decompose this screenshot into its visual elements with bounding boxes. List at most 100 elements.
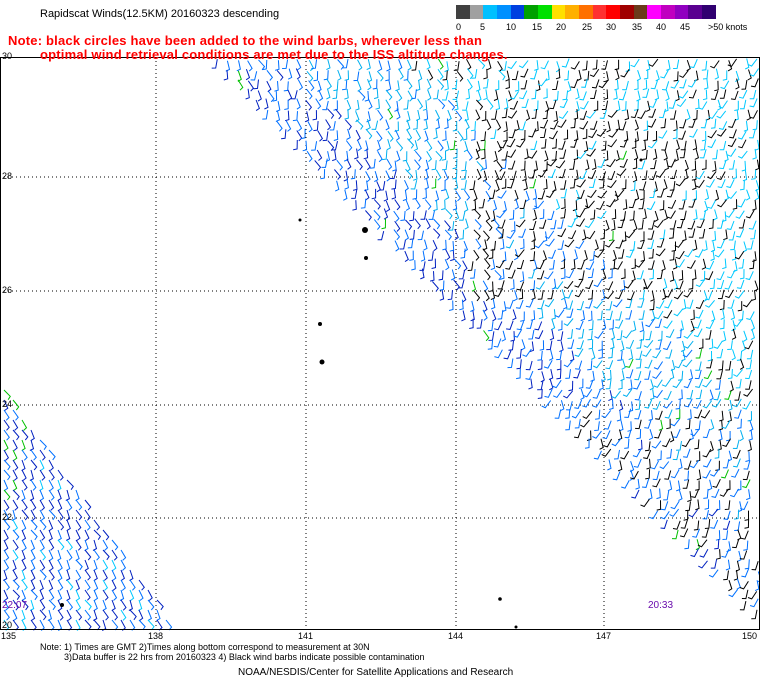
wind-barb [12,559,17,572]
wind-barb [724,150,729,162]
wind-barb [641,170,648,181]
wind-barb [636,338,643,349]
wind-barb [21,469,27,481]
wind-barb [670,418,681,427]
wind-barb [295,68,301,80]
wind-barb [528,378,533,390]
wind-barb [482,239,488,251]
wind-barb [444,229,452,241]
wind-barb [534,240,545,249]
wind-barb [670,80,680,89]
wind-barb [385,70,390,82]
wind-barb [565,420,571,431]
wind-barb [535,281,546,290]
wind-barb [645,469,651,480]
wind-barb [442,239,447,251]
wind-barb [692,139,698,151]
wind-barb [557,219,564,229]
wind-barb [690,320,695,332]
wind-barb [621,101,627,112]
wind-barb [447,100,456,111]
wind-barb [738,139,747,149]
wind-barb [383,190,389,202]
wind-barb [669,250,675,261]
wind-barb [84,549,92,561]
wind-barb [478,198,485,209]
wind-barb [433,228,441,239]
wind-barb [667,480,673,492]
wind-barb [646,201,656,211]
wind-barb [749,259,755,270]
wind-barb [39,619,45,631]
wind-barb [411,260,416,271]
wind-barb [156,619,163,631]
wind-barb [379,180,386,191]
wind-barb [129,589,135,601]
wind-barb [621,231,627,243]
wind-barb [669,228,675,239]
wind-barb [476,168,482,181]
wind-barb [578,270,585,280]
wind-barb [563,298,568,310]
wind-barb [276,70,284,81]
wind-barb [688,228,696,238]
wind-barb [698,228,706,239]
wind-barb [352,180,358,191]
wind-barb [746,349,754,360]
wind-barb [738,89,748,99]
wind-barb [567,218,576,228]
wind-barb [501,330,506,342]
wind-barb [624,280,634,289]
wind-barb [386,80,392,92]
wind-barb [694,248,704,258]
wind-barb [237,79,244,91]
wind-barb [21,609,26,622]
wind-barb [314,160,322,171]
wind-barb [682,479,690,489]
wind-barb [529,251,536,262]
wind-barb [669,368,675,380]
wind-barb [21,509,29,521]
wind-barb [662,278,668,290]
wind-barb [558,140,566,150]
wind-barb [649,269,654,280]
wind-barb [499,238,505,250]
wind-barb [619,121,627,131]
wind-barb [645,60,651,72]
wind-barb [534,200,545,209]
wind-barb [323,70,329,81]
wind-barb [714,539,720,550]
wind-barb [537,290,544,300]
wind-barb [396,90,403,102]
wind-barb [591,348,596,360]
wind-barb [587,360,593,371]
wind-barb [727,411,732,423]
footnote-line-1: Note: 1) Times are GMT 2)Times along bot… [40,642,370,652]
wind-barb [560,188,567,199]
wind-barb [498,228,504,239]
wind-barb [498,69,506,81]
wind-barb [734,509,740,520]
wind-barb [120,599,127,611]
wind-barb [541,400,552,409]
wind-barb [514,249,525,258]
wind-barb [553,90,559,101]
colorbar-segment [661,5,675,19]
wind-barb [647,118,657,128]
colorbar-segment [674,5,689,19]
wind-barb [75,519,82,531]
wind-barb [272,91,278,102]
wind-barb [326,58,331,71]
wind-barb [660,118,667,129]
wind-barb [673,71,679,82]
wind-barb [29,489,35,501]
wind-barb [342,80,348,91]
wind-barb [631,270,636,282]
wind-barb [398,68,404,80]
wind-barb [442,70,448,81]
wind-barb [695,361,702,371]
wind-barb [631,258,636,270]
colorbar-segment [633,5,648,19]
wind-barb [501,178,507,189]
wind-barb [652,478,661,488]
